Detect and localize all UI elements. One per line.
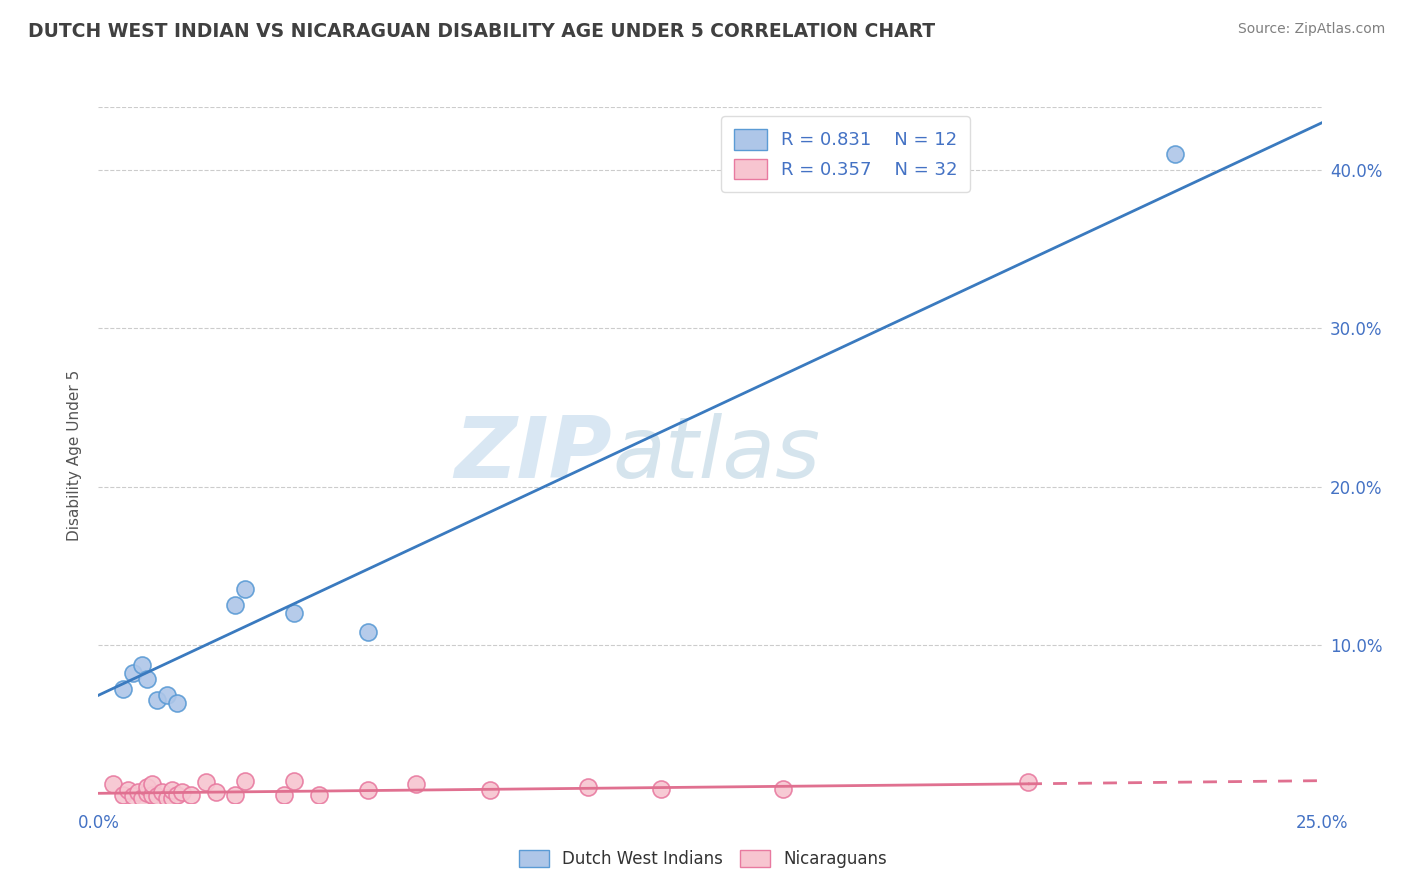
Point (136, 786, 159, 800)
Legend: Dutch West Indians, Nicaraguans: Dutch West Indians, Nicaraguans (512, 843, 894, 875)
Point (233, 582, 256, 597)
Point (111, 788, 134, 802)
Text: ZIP: ZIP (454, 413, 612, 497)
Point (273, 788, 295, 802)
Point (356, 783, 378, 797)
Point (156, 791, 179, 805)
Point (141, 777, 163, 791)
Point (146, 789, 169, 804)
Point (308, 788, 330, 802)
Point (650, 781, 672, 796)
Point (1164, 147, 1187, 161)
Point (121, 789, 143, 804)
Point (180, 788, 202, 802)
Point (576, 780, 599, 794)
Point (233, 773, 256, 788)
Point (166, 788, 188, 802)
Point (127, 785, 149, 799)
Point (131, 791, 153, 805)
Legend: R = 0.831    N = 12, R = 0.357    N = 32: R = 0.831 N = 12, R = 0.357 N = 32 (721, 116, 970, 192)
Point (136, 780, 159, 794)
Point (136, 673, 159, 687)
Point (121, 666, 143, 681)
Point (1017, 775, 1039, 789)
Text: Source: ZipAtlas.com: Source: ZipAtlas.com (1237, 22, 1385, 37)
Point (224, 598, 246, 612)
Point (772, 781, 794, 796)
Point (111, 681, 134, 696)
Point (283, 773, 305, 788)
Point (478, 783, 501, 797)
Point (170, 785, 193, 799)
Point (166, 696, 188, 710)
Point (117, 783, 139, 797)
Y-axis label: Disability Age Under 5: Disability Age Under 5 (66, 369, 82, 541)
Point (146, 693, 169, 707)
Point (101, 777, 124, 791)
Text: DUTCH WEST INDIAN VS NICARAGUAN DISABILITY AGE UNDER 5 CORRELATION CHART: DUTCH WEST INDIAN VS NICARAGUAN DISABILI… (28, 22, 935, 41)
Point (131, 658, 153, 673)
Point (224, 788, 246, 802)
Point (156, 688, 179, 702)
Point (160, 791, 183, 805)
Point (356, 625, 378, 640)
Text: atlas: atlas (612, 413, 820, 497)
Point (150, 785, 173, 799)
Point (283, 606, 305, 620)
Point (195, 775, 218, 789)
Point (160, 783, 183, 797)
Point (205, 785, 228, 799)
Point (405, 777, 427, 791)
Point (141, 788, 163, 802)
